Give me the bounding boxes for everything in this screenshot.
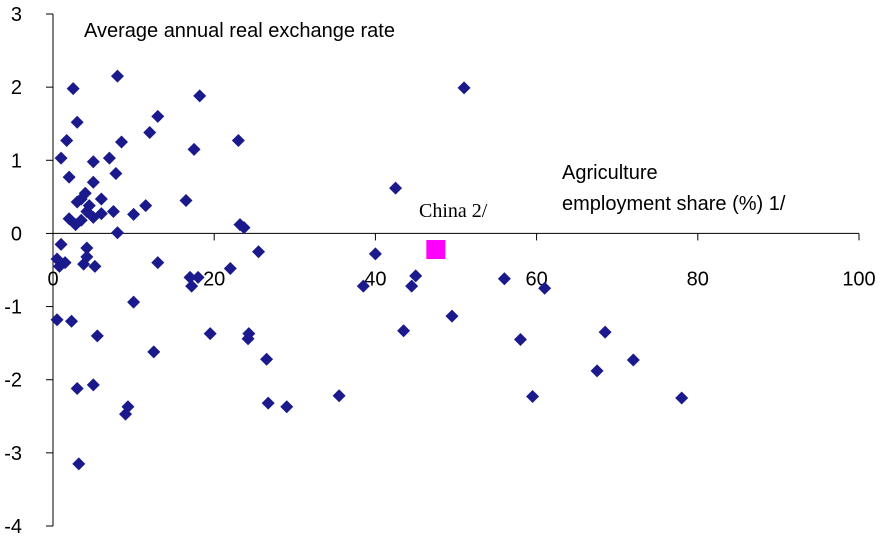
data-point: [50, 313, 64, 327]
data-point: [538, 281, 552, 295]
data-point: [70, 115, 84, 129]
data-point: [86, 175, 100, 189]
data-point: [389, 181, 403, 195]
x-axis-title-line-2: employment share (%) 1/: [562, 193, 786, 215]
data-points: [50, 69, 689, 471]
data-point: [261, 396, 275, 410]
data-point: [94, 192, 108, 206]
data-point: [139, 199, 153, 213]
data-point: [185, 279, 199, 293]
data-point: [110, 226, 124, 240]
data-point: [65, 314, 79, 328]
data-point: [187, 142, 201, 156]
data-point: [66, 82, 80, 96]
data-point: [115, 135, 129, 149]
data-point: [598, 325, 612, 339]
data-point: [405, 279, 419, 293]
data-point: [626, 353, 640, 367]
data-point: [445, 309, 459, 323]
y-tick-label: -4: [4, 516, 22, 538]
x-tick-label: 20: [203, 268, 225, 290]
data-point: [203, 327, 217, 341]
data-point: [526, 390, 540, 404]
data-point: [82, 199, 96, 213]
data-point: [368, 247, 382, 261]
data-point: [80, 241, 94, 255]
data-point: [109, 166, 123, 180]
data-point: [147, 345, 161, 359]
y-tick-label: 3: [11, 4, 22, 26]
x-tick-label: 0: [47, 268, 58, 290]
data-point: [78, 186, 92, 200]
data-point: [242, 327, 256, 341]
data-point: [54, 151, 68, 165]
data-point: [183, 270, 197, 284]
data-point: [409, 269, 423, 283]
data-point: [110, 69, 124, 83]
data-point: [90, 329, 104, 343]
data-point: [62, 170, 76, 184]
data-point: [231, 134, 245, 148]
y-tick-label: 0: [11, 223, 22, 245]
x-tick-label: 80: [687, 268, 709, 290]
data-point: [397, 324, 411, 338]
data-point: [332, 389, 346, 403]
y-tick-label: 1: [11, 150, 22, 172]
data-point: [590, 364, 604, 378]
data-point: [280, 400, 294, 414]
data-point: [143, 125, 157, 139]
data-point: [151, 109, 165, 123]
data-point: [193, 89, 207, 103]
data-point: [102, 151, 116, 165]
y-tick-label: -1: [4, 297, 22, 319]
data-point: [260, 352, 274, 366]
x-tick-label: 100: [842, 268, 875, 290]
data-point: [513, 332, 527, 346]
china-label: China 2/: [419, 200, 488, 222]
data-point: [127, 295, 141, 309]
data-point: [223, 262, 237, 276]
data-point: [191, 270, 205, 284]
data-point: [127, 207, 141, 221]
data-point: [106, 204, 120, 218]
x-axis-title-line-1: Agriculture: [562, 162, 658, 184]
x-tick-labels: 0 20 40 60 80 100: [47, 268, 875, 290]
y-tick-label: -2: [4, 370, 22, 392]
data-point: [72, 457, 86, 471]
data-point: [237, 221, 251, 235]
data-point: [54, 237, 68, 251]
y-axis-title: Average annual real exchange rate: [84, 20, 395, 42]
data-point: [86, 155, 100, 169]
x-tick-label: 40: [364, 268, 386, 290]
data-point: [86, 378, 100, 392]
data-point: [58, 256, 72, 270]
y-tick-label: -3: [4, 443, 22, 465]
china-point: [426, 240, 446, 260]
data-point: [80, 250, 94, 264]
data-point: [70, 381, 84, 395]
highlight-layer: [426, 240, 446, 260]
data-point: [74, 213, 88, 227]
data-point: [179, 194, 193, 208]
data-point: [60, 134, 74, 148]
data-point: [252, 245, 266, 259]
data-point: [675, 391, 689, 405]
data-point: [151, 256, 165, 270]
data-point: [88, 259, 102, 273]
y-tick-label: 2: [11, 77, 22, 99]
data-point: [94, 207, 108, 221]
data-point: [457, 81, 471, 95]
data-point: [356, 279, 370, 293]
data-point: [497, 272, 511, 286]
axes: [46, 13, 860, 527]
y-tick-labels: 3 2 1 0 -1 -2 -3 -4: [4, 4, 22, 538]
data-point: [121, 400, 135, 414]
